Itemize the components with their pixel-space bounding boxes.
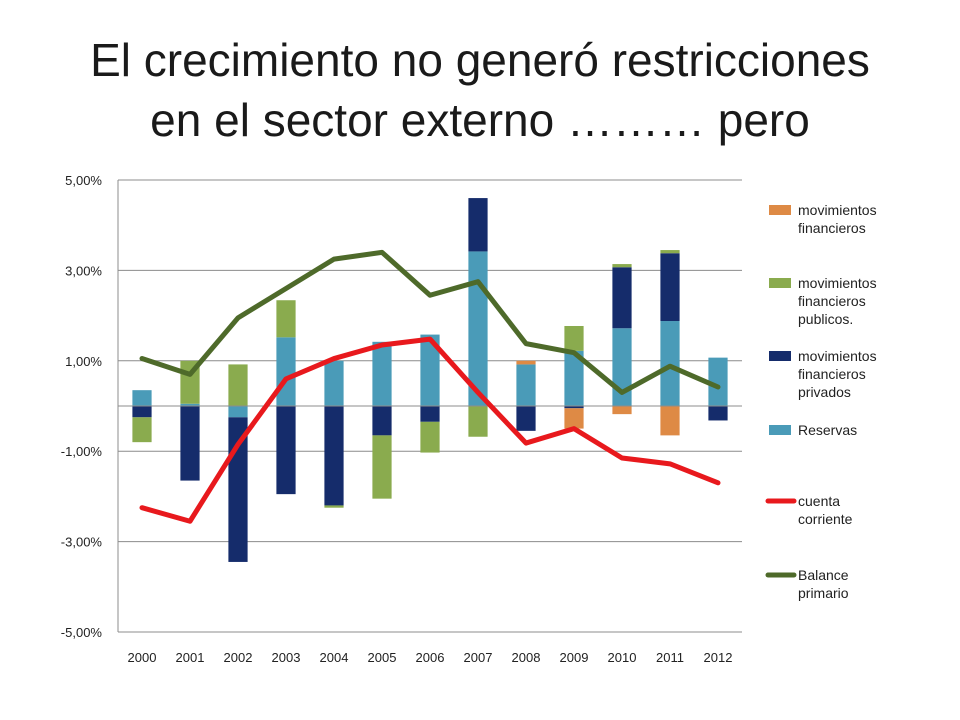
legend-label: movimientos (798, 202, 877, 218)
series-line (139, 336, 721, 524)
legend-label: cuenta (798, 493, 840, 509)
bar-segment (564, 408, 584, 429)
bar-segment (612, 264, 632, 268)
legend-swatch (769, 351, 791, 361)
axis-layer: 5,00% 3,00% 1,00% -1,00% -3,00% -5,00% 2000 200… (61, 173, 742, 665)
bars-layer (132, 198, 728, 562)
bar-segment (708, 406, 728, 421)
bar-segment (276, 300, 296, 338)
bar-segment (468, 198, 488, 252)
slide-title-line-2: en el sector externo ……… pero (150, 94, 810, 146)
slide-title: El crecimiento no generó restricciones e… (0, 30, 960, 150)
legend-item: cuenta corriente (765, 493, 853, 527)
bar-segment (660, 406, 680, 436)
bar-segment (132, 406, 152, 418)
bar-segment (516, 406, 536, 431)
bar-segment (612, 406, 632, 415)
bar-segment (324, 360, 344, 406)
legend-item: movimientos financieros privados (769, 348, 877, 400)
bar-segment (276, 337, 296, 406)
bar-segment (420, 421, 440, 453)
bar-segment (660, 321, 680, 406)
legend-label: movimientos (798, 275, 877, 291)
legend-swatch (769, 278, 791, 288)
bar-segment (516, 360, 536, 365)
legend-label: Balance (798, 567, 849, 583)
x-tick-label: 2000 (128, 650, 157, 665)
y-tick-label: -5,00% (61, 625, 103, 640)
x-tick-label: 2009 (560, 650, 589, 665)
x-tick-label: 2002 (224, 650, 253, 665)
bar-segment (468, 406, 488, 437)
legend-item: Reservas (769, 422, 857, 438)
x-tick-label: 2003 (272, 650, 301, 665)
lines-layer (139, 249, 721, 524)
slide-title-line-1: El crecimiento no generó restricciones (90, 34, 870, 86)
x-tick-label: 2008 (512, 650, 541, 665)
bar-segment (324, 505, 344, 508)
legend-label: corriente (798, 511, 853, 527)
bar-segment (420, 406, 440, 422)
x-tick-label: 2012 (704, 650, 733, 665)
x-tick-label: 2005 (368, 650, 397, 665)
y-tick-label: 3,00% (65, 263, 102, 278)
x-tick-label: 2006 (416, 650, 445, 665)
y-tick-label: 5,00% (65, 173, 102, 188)
legend-label: financieros (798, 220, 866, 236)
y-tick-label: -1,00% (61, 444, 103, 459)
x-tick-label: 2001 (176, 650, 205, 665)
y-tick-label: 1,00% (65, 354, 102, 369)
bar-segment (132, 417, 152, 443)
legend-item: movimientos financieros (769, 202, 877, 236)
bar-segment (612, 267, 632, 329)
bar-segment (276, 406, 296, 495)
bar-segment (564, 350, 584, 406)
legend-label: privados (798, 384, 851, 400)
series-line (139, 249, 721, 395)
x-tick-label: 2007 (464, 650, 493, 665)
bar-segment (564, 325, 584, 351)
bar-segment (660, 250, 680, 254)
legend-label: publicos. (798, 311, 853, 327)
bar-segment (372, 406, 392, 436)
bar-segment (132, 390, 152, 406)
legend-swatch (769, 205, 791, 215)
bar-segment (708, 357, 728, 406)
bar-segment (516, 364, 536, 406)
legend-label: primario (798, 585, 849, 601)
y-tick-label: -3,00% (61, 535, 103, 550)
legend-label: Reservas (798, 422, 857, 438)
x-tick-label: 2011 (656, 650, 684, 665)
x-tick-label: 2010 (608, 650, 637, 665)
legend-label: financieros (798, 366, 866, 382)
bar-segment (180, 406, 200, 481)
bar-segment (372, 435, 392, 499)
bar-segment (660, 253, 680, 322)
bar-segment (228, 406, 248, 418)
legend-item: movimientos financieros publicos. (769, 275, 877, 327)
legend-label: financieros (798, 293, 866, 309)
bar-segment (228, 364, 248, 406)
bar-segment (420, 334, 440, 406)
bar-segment (180, 403, 200, 406)
legend-swatch (769, 425, 791, 435)
bar-segment (324, 406, 344, 506)
legend-label: movimientos (798, 348, 877, 364)
legend: movimientos financieros movimientos financi… (765, 202, 877, 601)
bar-segment (372, 341, 392, 406)
x-tick-label: 2004 (320, 650, 349, 665)
bar-segment (564, 406, 584, 409)
legend-item: Balance primario (765, 567, 849, 601)
